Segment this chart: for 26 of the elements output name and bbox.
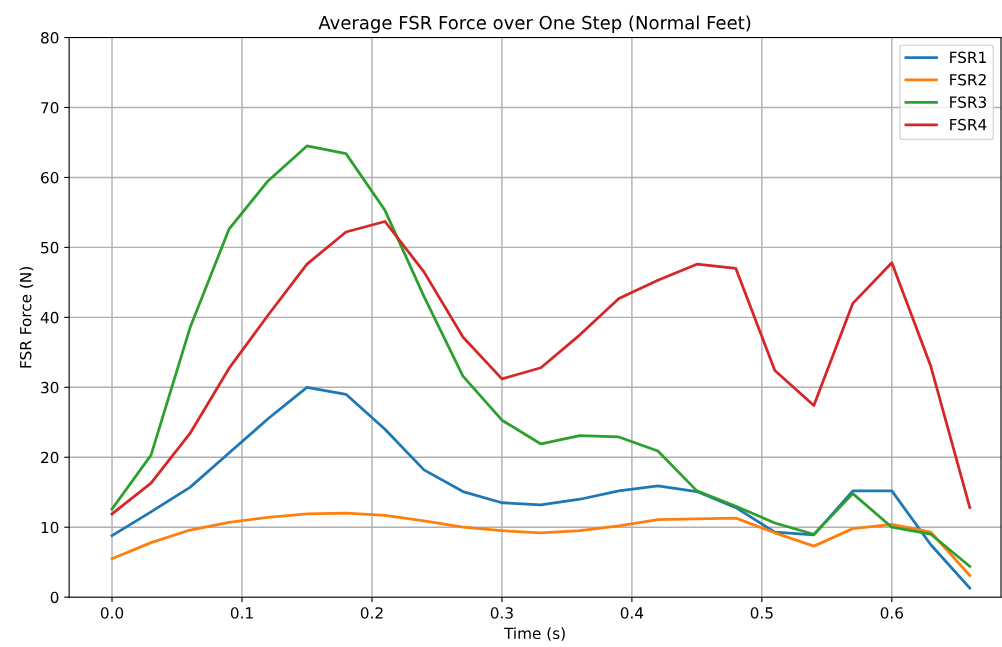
legend-label: FSR2	[950, 73, 986, 86]
y-axis-title: FSR Force (N)	[19, 267, 34, 368]
y-tick-label: 60	[41, 171, 59, 184]
y-tick-label: 80	[41, 31, 59, 44]
chart-title: Average FSR Force over One Step (Normal Feet)	[318, 15, 751, 33]
legend-label: FSR3	[950, 96, 987, 108]
x-axis-title: Time (s)	[503, 627, 565, 641]
y-tick-label: 70	[41, 101, 59, 114]
legend-label: FSR4	[950, 118, 987, 131]
line-series	[110, 144, 972, 568]
x-tick-label: 0.1	[230, 607, 253, 619]
x-tick-label: 0.2	[360, 607, 383, 619]
line-series	[110, 220, 972, 516]
y-tick-label: 0	[50, 591, 59, 604]
y-tick-label: 40	[40, 311, 59, 324]
x-tick-label: 0.4	[620, 607, 644, 619]
y-tick-label: 20	[41, 451, 59, 464]
y-tick-label: 30	[41, 381, 59, 394]
x-tick-label: 0.3	[490, 607, 513, 619]
y-tick-label: 10	[41, 521, 59, 534]
legend-label: FSR1	[950, 51, 986, 64]
x-tick-label: 0.0	[100, 607, 124, 619]
x-tick-label: 0.5	[750, 607, 773, 619]
x-tick-label: 0.6	[880, 607, 904, 619]
y-tick-label: 50	[41, 241, 59, 254]
line-series	[110, 511, 972, 577]
